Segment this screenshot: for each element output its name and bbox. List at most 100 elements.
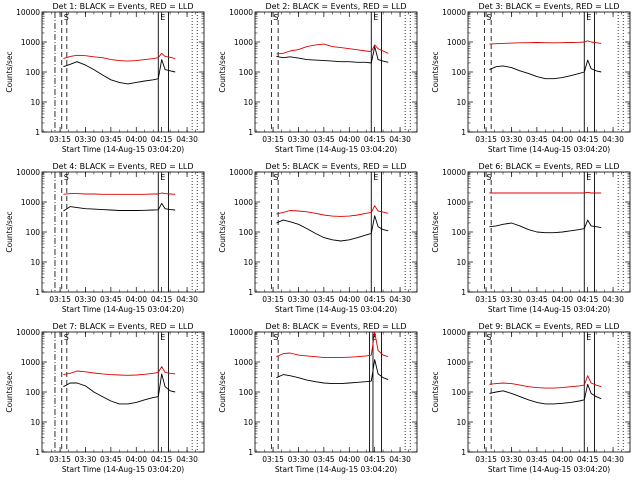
y-tick-label: 10 bbox=[456, 258, 466, 267]
y-tick-label: 1 bbox=[461, 288, 466, 297]
x-tick-label: 03:15 bbox=[262, 135, 284, 144]
x-tick-label: 04:15 bbox=[364, 455, 386, 464]
x-tick-label: 03:45 bbox=[100, 295, 122, 304]
x-tick-label: 03:30 bbox=[501, 295, 523, 304]
x-tick-label: 04:15 bbox=[151, 135, 173, 144]
panel-title: Det 8: BLACK = Events, RED = LLD bbox=[266, 322, 407, 331]
x-axis-label: Start Time (14-Aug-15 03:04:20) bbox=[62, 465, 184, 474]
series-line-lld bbox=[489, 40, 602, 45]
x-tick-label: 04:30 bbox=[602, 135, 624, 144]
y-tick-label: 10 bbox=[30, 98, 40, 107]
x-axis-label: Start Time (14-Aug-15 03:04:20) bbox=[62, 305, 184, 314]
y-tick-label: 10000 bbox=[16, 168, 40, 177]
panel-title: Det 3: BLACK = Events, RED = LLD bbox=[479, 2, 620, 11]
x-tick-label: 04:00 bbox=[551, 455, 573, 464]
start-marker-label: S bbox=[273, 333, 278, 342]
y-tick-label: 100 bbox=[26, 228, 41, 237]
series-line-lld bbox=[489, 375, 602, 389]
series-line-events bbox=[63, 202, 176, 212]
x-tick-label: 03:45 bbox=[100, 135, 122, 144]
y-tick-label: 10000 bbox=[16, 8, 40, 17]
y-tick-label: 10 bbox=[243, 258, 253, 267]
x-tick-label: 03:45 bbox=[313, 135, 335, 144]
y-tick-label: 1 bbox=[248, 128, 253, 137]
y-tick-label: 10 bbox=[456, 98, 466, 107]
x-tick-label: 03:45 bbox=[526, 295, 548, 304]
x-tick-label: 04:00 bbox=[551, 295, 573, 304]
x-tick-label: 04:15 bbox=[577, 135, 599, 144]
series-line-events bbox=[276, 215, 389, 242]
start-marker-label: S bbox=[486, 173, 491, 182]
x-tick-label: 04:15 bbox=[151, 295, 173, 304]
x-tick-label: 04:00 bbox=[338, 455, 360, 464]
y-tick-label: 100 bbox=[452, 68, 467, 77]
axes-frame bbox=[467, 11, 631, 133]
y-tick-label: 1 bbox=[35, 128, 40, 137]
axes-frame bbox=[41, 11, 205, 133]
y-tick-label: 1 bbox=[461, 128, 466, 137]
series-line-lld bbox=[63, 192, 176, 195]
start-marker-label: S bbox=[64, 13, 69, 22]
y-tick-label: 10000 bbox=[229, 328, 253, 337]
y-tick-label: 100 bbox=[452, 388, 467, 397]
x-tick-label: 03:15 bbox=[475, 135, 497, 144]
y-axis-label: Counts/sec bbox=[431, 211, 440, 252]
y-tick-label: 100 bbox=[26, 68, 41, 77]
y-tick-label: 1000 bbox=[447, 38, 466, 47]
axes-frame bbox=[41, 171, 205, 293]
y-tick-label: 10000 bbox=[442, 8, 466, 17]
y-tick-label: 1000 bbox=[447, 358, 466, 367]
series-line-events bbox=[276, 46, 389, 64]
x-tick-label: 04:30 bbox=[389, 135, 411, 144]
series-line-lld bbox=[276, 43, 389, 55]
panel-title: Det 5: BLACK = Events, RED = LLD bbox=[266, 162, 407, 171]
y-tick-label: 1000 bbox=[234, 198, 253, 207]
y-tick-label: 100 bbox=[239, 68, 254, 77]
y-tick-label: 1000 bbox=[447, 198, 466, 207]
series-line-events bbox=[489, 383, 602, 405]
x-tick-label: 04:15 bbox=[364, 135, 386, 144]
y-tick-label: 10 bbox=[456, 418, 466, 427]
x-tick-label: 04:00 bbox=[125, 135, 147, 144]
end-marker-label: E bbox=[160, 13, 165, 22]
y-tick-label: 1000 bbox=[234, 38, 253, 47]
series-line-events bbox=[63, 373, 176, 405]
panel-det-1: Det 1: BLACK = Events, RED = LLD 1 10 100 10… bbox=[5, 2, 205, 154]
axes-frame bbox=[254, 11, 418, 133]
series-line-lld bbox=[276, 331, 389, 359]
y-tick-label: 10 bbox=[243, 98, 253, 107]
y-axis-label: Counts/sec bbox=[5, 211, 14, 252]
series-line-lld bbox=[489, 191, 602, 194]
x-tick-label: 03:15 bbox=[49, 295, 71, 304]
series-line-events bbox=[63, 59, 176, 85]
x-tick-label: 03:30 bbox=[501, 135, 523, 144]
series-line-lld bbox=[63, 366, 176, 376]
y-tick-label: 1000 bbox=[21, 358, 40, 367]
panel-det-6: Det 6: BLACK = Events, RED = LLD 1 10 100 10… bbox=[431, 162, 631, 314]
y-tick-label: 10 bbox=[30, 258, 40, 267]
y-tick-label: 1 bbox=[461, 448, 466, 457]
y-axis-label: Counts/sec bbox=[218, 211, 227, 252]
panel-det-7: Det 7: BLACK = Events, RED = LLD 1 10 100 10… bbox=[5, 322, 205, 474]
series-line-events bbox=[489, 219, 602, 234]
axes-frame bbox=[467, 171, 631, 293]
x-tick-label: 04:30 bbox=[176, 135, 198, 144]
x-tick-label: 03:15 bbox=[475, 295, 497, 304]
y-axis-label: Counts/sec bbox=[218, 371, 227, 412]
x-axis-label: Start Time (14-Aug-15 03:04:20) bbox=[275, 145, 397, 154]
start-marker-label: S bbox=[64, 173, 69, 182]
x-tick-label: 03:45 bbox=[526, 135, 548, 144]
y-axis-label: Counts/sec bbox=[5, 51, 14, 92]
y-tick-label: 10 bbox=[30, 418, 40, 427]
x-tick-label: 03:30 bbox=[288, 135, 310, 144]
x-tick-label: 04:00 bbox=[125, 295, 147, 304]
x-tick-label: 03:15 bbox=[49, 455, 71, 464]
y-tick-label: 1 bbox=[248, 448, 253, 457]
y-tick-label: 100 bbox=[239, 228, 254, 237]
x-tick-label: 03:45 bbox=[313, 455, 335, 464]
end-marker-label: E bbox=[586, 13, 591, 22]
panel-det-5: Det 5: BLACK = Events, RED = LLD 1 10 100 10… bbox=[218, 162, 418, 314]
end-marker-label: E bbox=[586, 333, 591, 342]
axes-frame bbox=[254, 171, 418, 293]
